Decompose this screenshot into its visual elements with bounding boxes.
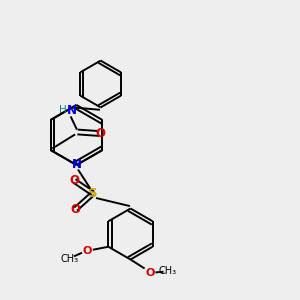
Text: N: N xyxy=(71,158,82,172)
Text: N: N xyxy=(67,104,76,117)
Text: O: O xyxy=(83,246,92,256)
Text: O: O xyxy=(145,268,155,278)
Text: O: O xyxy=(69,174,80,188)
Text: CH₃: CH₃ xyxy=(60,254,79,264)
Text: S: S xyxy=(88,187,98,200)
Text: O: O xyxy=(70,202,81,216)
Text: O: O xyxy=(96,127,106,140)
Text: H: H xyxy=(58,105,66,116)
Text: CH₃: CH₃ xyxy=(159,266,177,277)
